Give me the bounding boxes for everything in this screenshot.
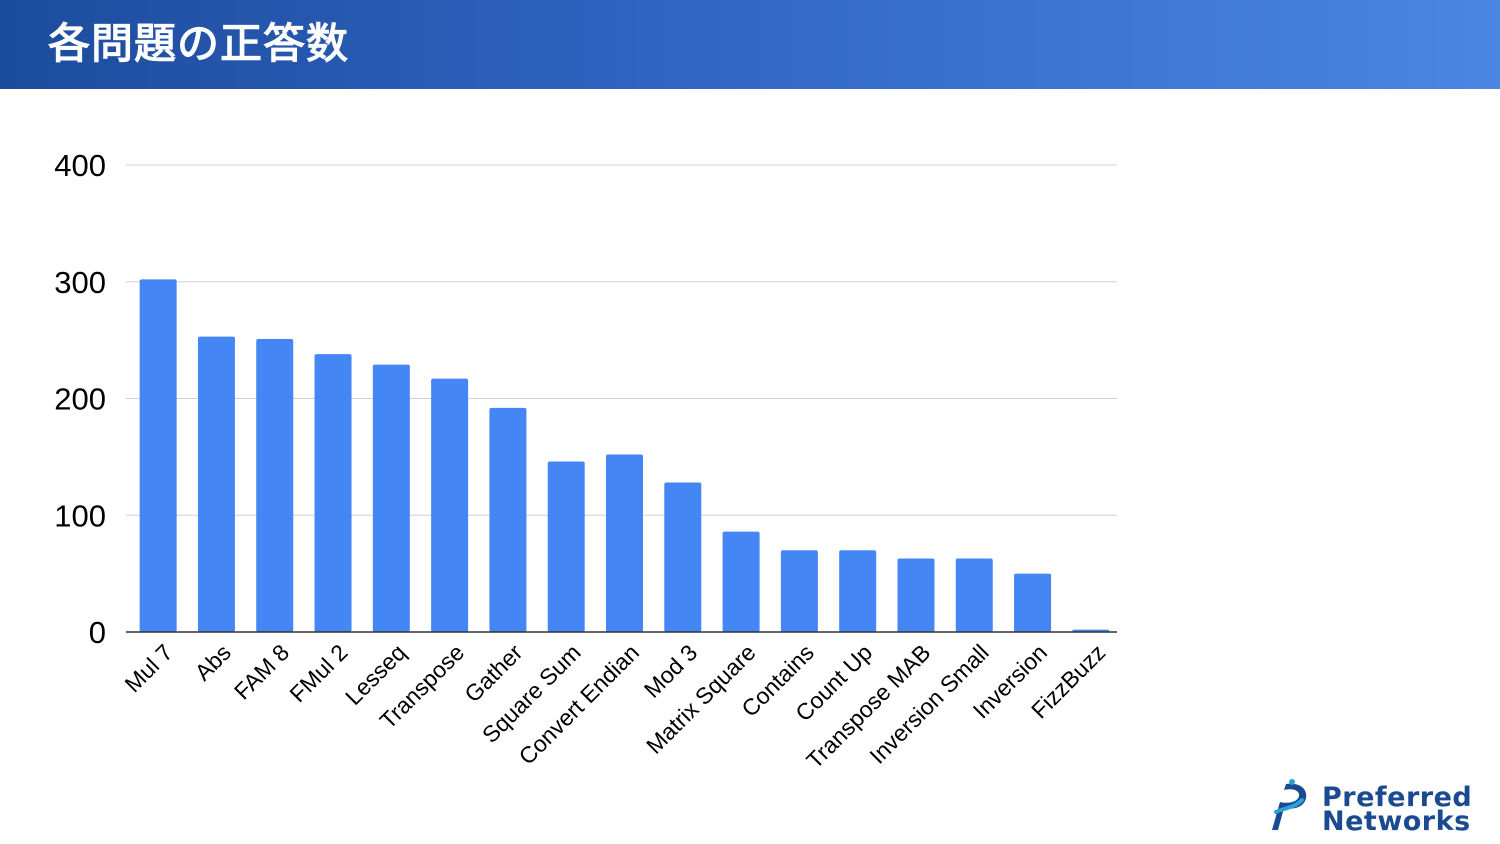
page-title: 各問題の正答数 bbox=[48, 19, 350, 68]
y-tick-label: 300 bbox=[54, 265, 106, 300]
bar bbox=[197, 336, 235, 632]
bar bbox=[489, 407, 527, 632]
bar bbox=[839, 550, 877, 632]
bar bbox=[256, 338, 294, 632]
y-tick-label: 100 bbox=[54, 498, 106, 533]
x-tick-label: FAM 8 bbox=[229, 639, 294, 704]
y-tick-label: 0 bbox=[89, 615, 106, 650]
x-tick-label: Mul 7 bbox=[120, 639, 178, 697]
bar bbox=[722, 531, 760, 632]
x-tick-label: FMul 2 bbox=[284, 639, 352, 707]
y-tick-label: 400 bbox=[54, 148, 106, 183]
bar bbox=[780, 550, 818, 632]
bar bbox=[1014, 573, 1052, 632]
bar bbox=[955, 558, 993, 632]
bar bbox=[139, 279, 177, 632]
company-logo: Preferred Networks bbox=[1268, 778, 1488, 838]
title-bar: 各問題の正答数 bbox=[0, 0, 1500, 89]
x-tick-label: Abs bbox=[190, 639, 236, 685]
bar bbox=[606, 454, 643, 632]
logo-mark-icon bbox=[1272, 779, 1307, 830]
bar bbox=[547, 461, 585, 632]
logo-text-preferred: Preferred bbox=[1322, 782, 1473, 813]
bar bbox=[664, 482, 702, 632]
y-tick-label: 200 bbox=[54, 382, 106, 417]
bar bbox=[897, 558, 935, 632]
bar bbox=[314, 354, 352, 632]
logo-text-networks: Networks bbox=[1322, 806, 1471, 837]
bar bbox=[431, 378, 469, 632]
bar bbox=[372, 364, 410, 632]
